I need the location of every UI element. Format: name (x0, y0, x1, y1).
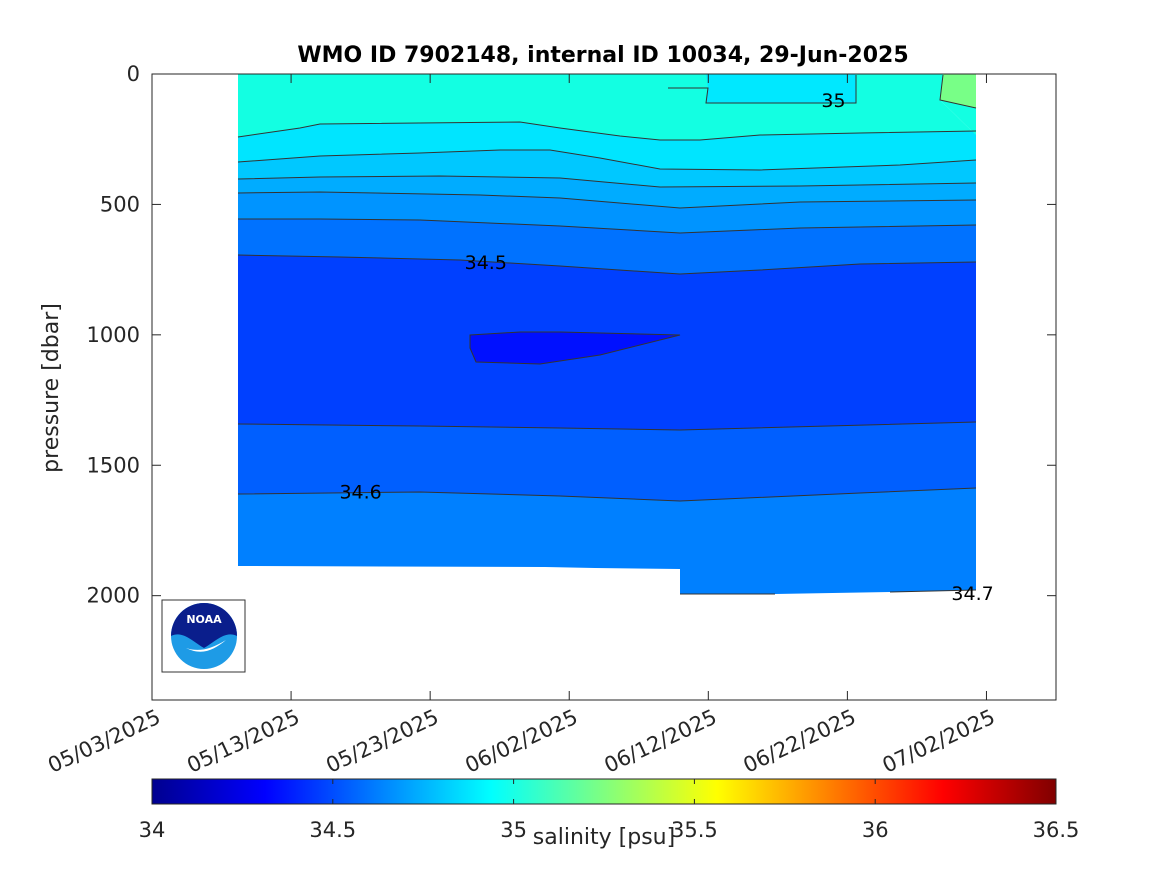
colorbar-tick-label: 34.5 (309, 818, 356, 842)
colorbar-tick-label: 34 (139, 818, 166, 842)
band-35.1-patch (940, 74, 976, 108)
colorbar-tick-label: 35 (500, 818, 527, 842)
logo-bird (186, 640, 226, 652)
contour-line (668, 75, 857, 104)
band-34.6-34.65-deep (238, 422, 976, 501)
contour-label: 34.6 (339, 481, 381, 503)
x-tick-label: 06/22/2025 (740, 705, 860, 778)
band-35.0-35.1-patch (706, 74, 856, 103)
y-axis-label: pressure [dbar] (39, 303, 64, 473)
contour-line (680, 589, 977, 595)
band-34.75-34.8 (238, 150, 976, 187)
contour-labels: 35 34.5 34.6 34.7 (339, 90, 993, 605)
contour-line (237, 254, 977, 275)
contour-line (237, 149, 977, 171)
band-34.65-34.7-deep (238, 488, 976, 594)
colorbar: 34 34.5 35 35.5 36 36.5 salinity [psu] (139, 778, 1080, 850)
contour-line (237, 191, 977, 209)
contour-label: 35 (821, 90, 845, 112)
y-tick-label: 1500 (87, 453, 140, 477)
chart-title: WMO ID 7902148, internal ID 10034, 29-Ju… (297, 43, 908, 68)
colorbar-label: salinity [psu] (533, 825, 675, 850)
x-tick-label: 06/12/2025 (601, 705, 721, 778)
contour-label: 34.5 (465, 252, 507, 274)
band-34.6-34.65 (238, 219, 976, 274)
y-axis: 0 500 1000 1500 2000 (87, 62, 1056, 608)
axes-box (151, 73, 1057, 701)
colorbar-gradient (151, 778, 1057, 805)
band-below-34.5 (470, 332, 680, 364)
y-tick-label: 0 (127, 62, 140, 86)
x-tick-label: 05/23/2025 (322, 705, 442, 778)
contour-fill-group (238, 74, 976, 594)
band-34.65-34.7 (238, 192, 976, 233)
colorbar-tick-label: 35.5 (671, 818, 718, 842)
x-tick-label: 05/03/2025 (44, 705, 164, 778)
contour-label: 34.7 (951, 583, 993, 605)
contour-line (237, 487, 977, 502)
colorbar-ticks: 34 34.5 35 35.5 36 36.5 (139, 779, 1080, 842)
contour-line (237, 175, 977, 188)
contour-line (939, 74, 977, 109)
colorbar-tick-label: 36.5 (1033, 818, 1080, 842)
band-34.7-34.75 (238, 176, 976, 208)
x-tick-label: 07/02/2025 (879, 705, 999, 778)
x-tick-label: 05/13/2025 (183, 705, 303, 778)
y-tick-label: 1000 (87, 323, 140, 347)
x-tick-label: 06/02/2025 (461, 705, 581, 778)
contour-line (238, 218, 977, 234)
band-34.8-34.9 (238, 122, 976, 170)
colorbar-tick-label: 36 (862, 818, 889, 842)
y-tick-label: 500 (100, 192, 140, 216)
logo-circle-top (171, 603, 237, 648)
contour-lines (237, 74, 977, 595)
band-34.9-upper (238, 74, 976, 140)
contour-line (237, 421, 977, 431)
logo-text: NOAA (186, 613, 222, 626)
contour-line (469, 331, 681, 365)
y-tick-label: 2000 (87, 584, 140, 608)
contour-line (237, 121, 977, 141)
noaa-logo: NOAA (161, 599, 246, 673)
